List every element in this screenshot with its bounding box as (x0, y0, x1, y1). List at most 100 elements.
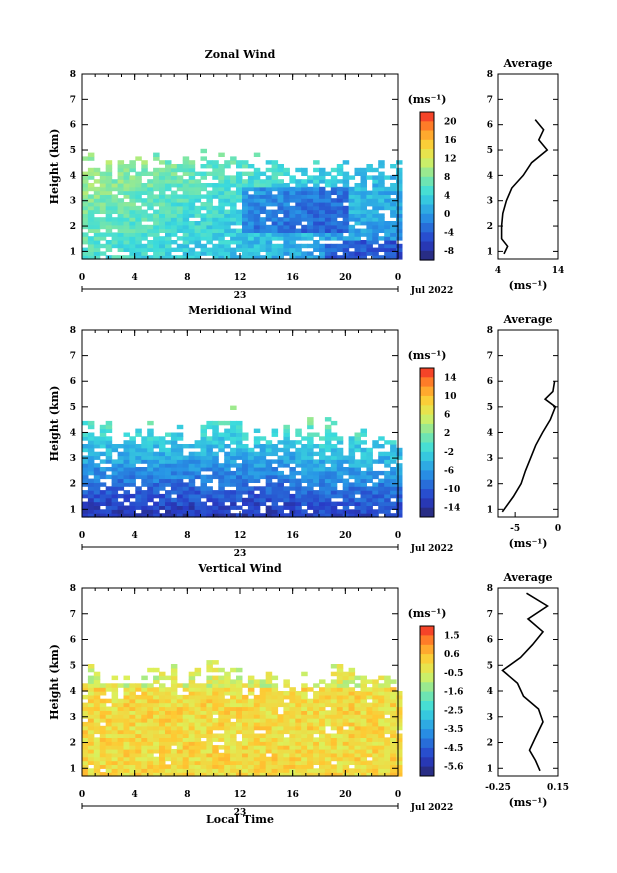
average-y-tick-label: 1 (487, 505, 493, 515)
y-tick-label: 1 (70, 764, 76, 774)
y-ticks: 1 2 3 4 5 6 7 8 (70, 326, 398, 515)
colorbar-tick-label: 0.6 (444, 650, 460, 660)
average-panel: Average 1 2 3 4 5 6 7 8 4 14 (ms⁻¹) (487, 57, 565, 292)
colorbar-tick-label: -3.5 (444, 725, 463, 735)
colorbar-tick-label: 10 (444, 392, 457, 402)
colorbar-tick-label: -1.6 (444, 688, 463, 698)
y-tick-label: 5 (70, 146, 76, 156)
average-x-tick-label: -5 (510, 524, 520, 534)
x-tick-label: 12 (234, 531, 247, 541)
x-tick-label: 8 (184, 531, 190, 541)
heatmap-cells (82, 148, 403, 260)
x-tick-label: 20 (339, 531, 352, 541)
average-y-tick-label: 8 (487, 584, 493, 594)
average-y-tick-label: 4 (487, 687, 493, 697)
colorbar-tick-label: -2 (444, 448, 454, 458)
average-x-tick-label: 0 (555, 524, 561, 534)
y-tick-label: 8 (70, 70, 76, 80)
y-tick-label: 2 (70, 222, 76, 232)
month-label: Jul 2022 (410, 286, 453, 296)
y-tick-label: 4 (70, 171, 76, 181)
average-x-tick-label: 0.15 (547, 783, 569, 793)
average-x-label: (ms⁻¹) (509, 279, 548, 292)
y-tick-label: 4 (70, 687, 76, 697)
colorbar-unit: (ms⁻¹) (408, 349, 447, 362)
x-tick-label: 0 (79, 273, 85, 283)
average-y-tick-label: 6 (487, 121, 493, 131)
colorbar-tick-label: 16 (444, 136, 457, 146)
panel-title: Vertical Wind (197, 562, 282, 575)
average-x-tick-label: 14 (552, 266, 565, 276)
x-tick-label: 8 (184, 790, 190, 800)
panel-title: Meridional Wind (188, 304, 292, 317)
y-tick-label: 2 (70, 480, 76, 490)
y-tick-label: 3 (70, 454, 76, 464)
average-title: Average (502, 313, 552, 326)
month-label: Jul 2022 (410, 544, 453, 554)
y-tick-label: 6 (70, 636, 76, 646)
colorbar-tick-label: 20 (444, 117, 457, 127)
y-tick-label: 3 (70, 713, 76, 723)
y-tick-label: 7 (70, 352, 76, 362)
colorbar-tick-label: 1.5 (444, 631, 460, 641)
average-title: Average (502, 571, 552, 584)
average-y-tick-label: 4 (487, 428, 493, 438)
average-x-tick-label: -0.25 (485, 783, 511, 793)
average-y-tick-label: 5 (487, 146, 493, 156)
colorbar-tick-label: -6 (444, 466, 454, 476)
colorbar-frame (419, 625, 435, 777)
y-tick-label: 5 (70, 403, 76, 413)
y-tick-label: 4 (70, 428, 76, 438)
y-tick-label: 7 (70, 95, 76, 105)
x-tick-label: 0 (79, 790, 85, 800)
average-y-tick-label: 2 (487, 222, 493, 232)
average-panel: Average 1 2 3 4 5 6 7 8 -5 0 (ms⁻¹) (487, 313, 561, 550)
average-frame (497, 329, 559, 518)
average-x-label: (ms⁻¹) (509, 796, 548, 809)
x-tick-label: 4 (132, 790, 138, 800)
average-y-tick-label: 6 (487, 377, 493, 387)
colorbar-tick-label: 14 (444, 373, 457, 383)
date-label: 23 (234, 808, 247, 818)
y-axis-label: Height (km) (48, 129, 61, 205)
y-tick-label: 3 (70, 197, 76, 207)
average-y-tick-label: 5 (487, 661, 493, 671)
heatmap-cells (82, 405, 403, 518)
x-tick-label: 0 (395, 531, 401, 541)
colorbar-tick-label: 2 (444, 429, 450, 439)
average-profile-line (501, 381, 557, 513)
x-tick-label: 12 (234, 790, 247, 800)
x-tick-label: 0 (79, 531, 85, 541)
x-tick-label: 20 (339, 273, 352, 283)
average-y-tick-label: 8 (487, 326, 493, 336)
average-profile-line (500, 119, 549, 255)
colorbar-tick-label: -5.6 (444, 763, 463, 773)
x-tick-label: 8 (184, 273, 190, 283)
colorbar-tick-label: -0.5 (444, 669, 463, 679)
colorbar-tick-label: -8 (444, 247, 454, 257)
y-ticks: 1 2 3 4 5 6 7 8 (70, 70, 398, 257)
colorbar-unit: (ms⁻¹) (408, 607, 447, 620)
y-tick-label: 6 (70, 377, 76, 387)
average-y-tick-label: 6 (487, 636, 493, 646)
colorbar-frame (419, 111, 435, 261)
x-ticks: 0 4 8 12 16 20 0 (79, 588, 401, 800)
date-label: 23 (234, 291, 247, 301)
x-tick-label: 16 (286, 531, 299, 541)
colorbar-tick-label: -4.5 (444, 744, 463, 754)
y-tick-label: 8 (70, 326, 76, 336)
panel-title: Zonal Wind (205, 48, 276, 61)
date-label: 23 (234, 549, 247, 559)
y-tick-label: 1 (70, 247, 76, 257)
colorbar-tick-label: 8 (444, 173, 450, 183)
average-y-tick-label: 7 (487, 352, 493, 362)
y-axis-label: Height (km) (48, 386, 61, 462)
heatmap-cells (82, 660, 403, 777)
average-y-tick-label: 3 (487, 454, 493, 464)
colorbar-tick-label: -14 (444, 504, 460, 514)
average-y-tick-label: 5 (487, 403, 493, 413)
y-tick-label: 5 (70, 661, 76, 671)
